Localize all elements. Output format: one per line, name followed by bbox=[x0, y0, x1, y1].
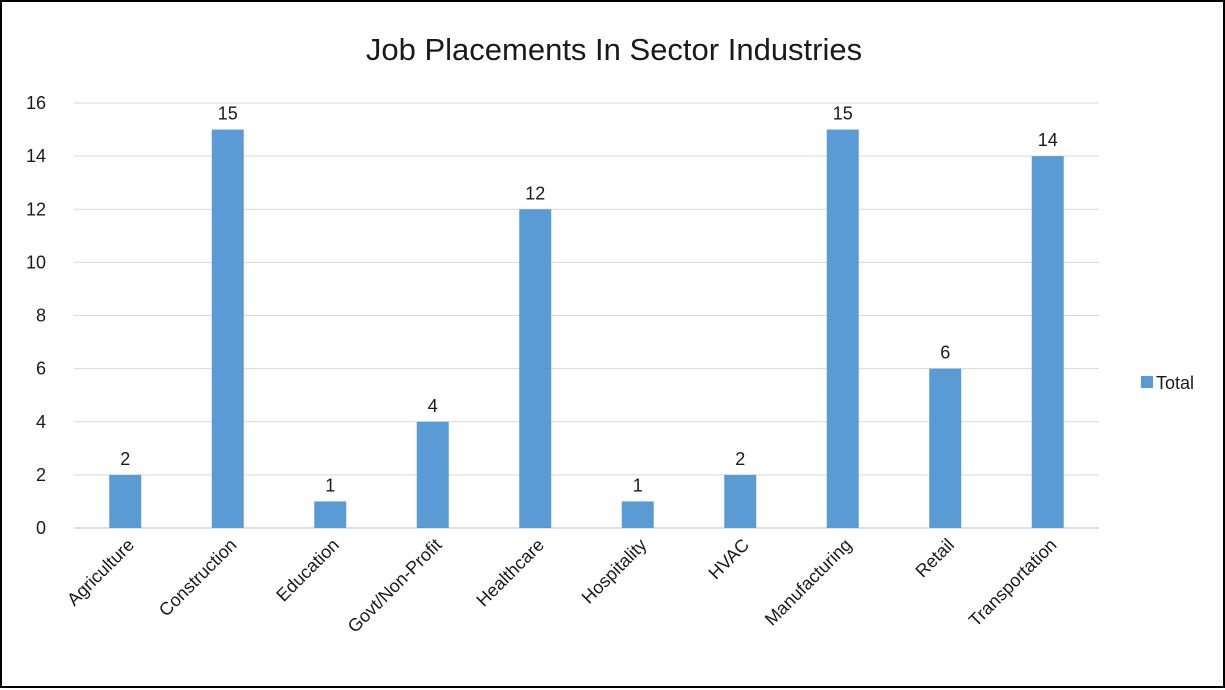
x-tick-label: Agriculture bbox=[63, 535, 138, 610]
bar bbox=[211, 129, 244, 528]
y-tick-label: 12 bbox=[26, 199, 46, 219]
bar bbox=[314, 501, 347, 528]
bar bbox=[416, 421, 449, 528]
data-label: 12 bbox=[525, 183, 545, 203]
x-tick-label: Retail bbox=[911, 535, 958, 582]
y-tick-label: 8 bbox=[36, 306, 46, 326]
bar bbox=[109, 474, 142, 528]
bar bbox=[724, 474, 757, 528]
data-label: 2 bbox=[735, 449, 745, 469]
data-label: 14 bbox=[1038, 130, 1058, 150]
x-tick-label: Education bbox=[272, 535, 343, 606]
y-tick-label: 0 bbox=[36, 518, 46, 538]
legend-label: Total bbox=[1156, 373, 1194, 393]
y-tick-label: 10 bbox=[26, 252, 46, 272]
x-tick-label: Govt/Non-Profit bbox=[344, 535, 446, 637]
legend: Total bbox=[1141, 373, 1194, 393]
data-label: 15 bbox=[218, 104, 238, 124]
x-tick-label: Construction bbox=[155, 535, 241, 621]
y-tick-label: 2 bbox=[36, 465, 46, 485]
y-tick-label: 6 bbox=[36, 359, 46, 379]
bar bbox=[826, 129, 859, 528]
x-axis-ticks: Agriculture Construction Education Govt/Non… bbox=[63, 535, 1060, 637]
x-tick-label: Transportation bbox=[965, 535, 1061, 631]
bar bbox=[1031, 156, 1064, 528]
data-label: 1 bbox=[633, 475, 643, 495]
data-label: 6 bbox=[940, 343, 950, 363]
legend-swatch bbox=[1141, 376, 1153, 388]
x-tick-label: Manufacturing bbox=[761, 535, 856, 630]
bar bbox=[621, 501, 654, 528]
bars bbox=[109, 129, 1064, 528]
data-label: 4 bbox=[428, 396, 438, 416]
gridlines bbox=[74, 102, 1099, 529]
data-label: 2 bbox=[120, 449, 130, 469]
x-tick-label: Healthcare bbox=[472, 535, 548, 611]
y-axis-ticks: 0 2 4 6 8 10 12 14 16 bbox=[26, 93, 46, 538]
chart-title: Job Placements In Sector Industries bbox=[366, 32, 862, 67]
data-label: 1 bbox=[325, 475, 335, 495]
x-tick-label: Hospitality bbox=[578, 535, 651, 608]
x-tick-label: HVAC bbox=[705, 535, 754, 584]
bar bbox=[929, 368, 962, 528]
bar bbox=[519, 209, 552, 528]
y-tick-label: 16 bbox=[26, 93, 46, 113]
y-tick-label: 4 bbox=[36, 412, 46, 432]
data-label: 15 bbox=[833, 104, 853, 124]
y-tick-label: 14 bbox=[26, 146, 46, 166]
